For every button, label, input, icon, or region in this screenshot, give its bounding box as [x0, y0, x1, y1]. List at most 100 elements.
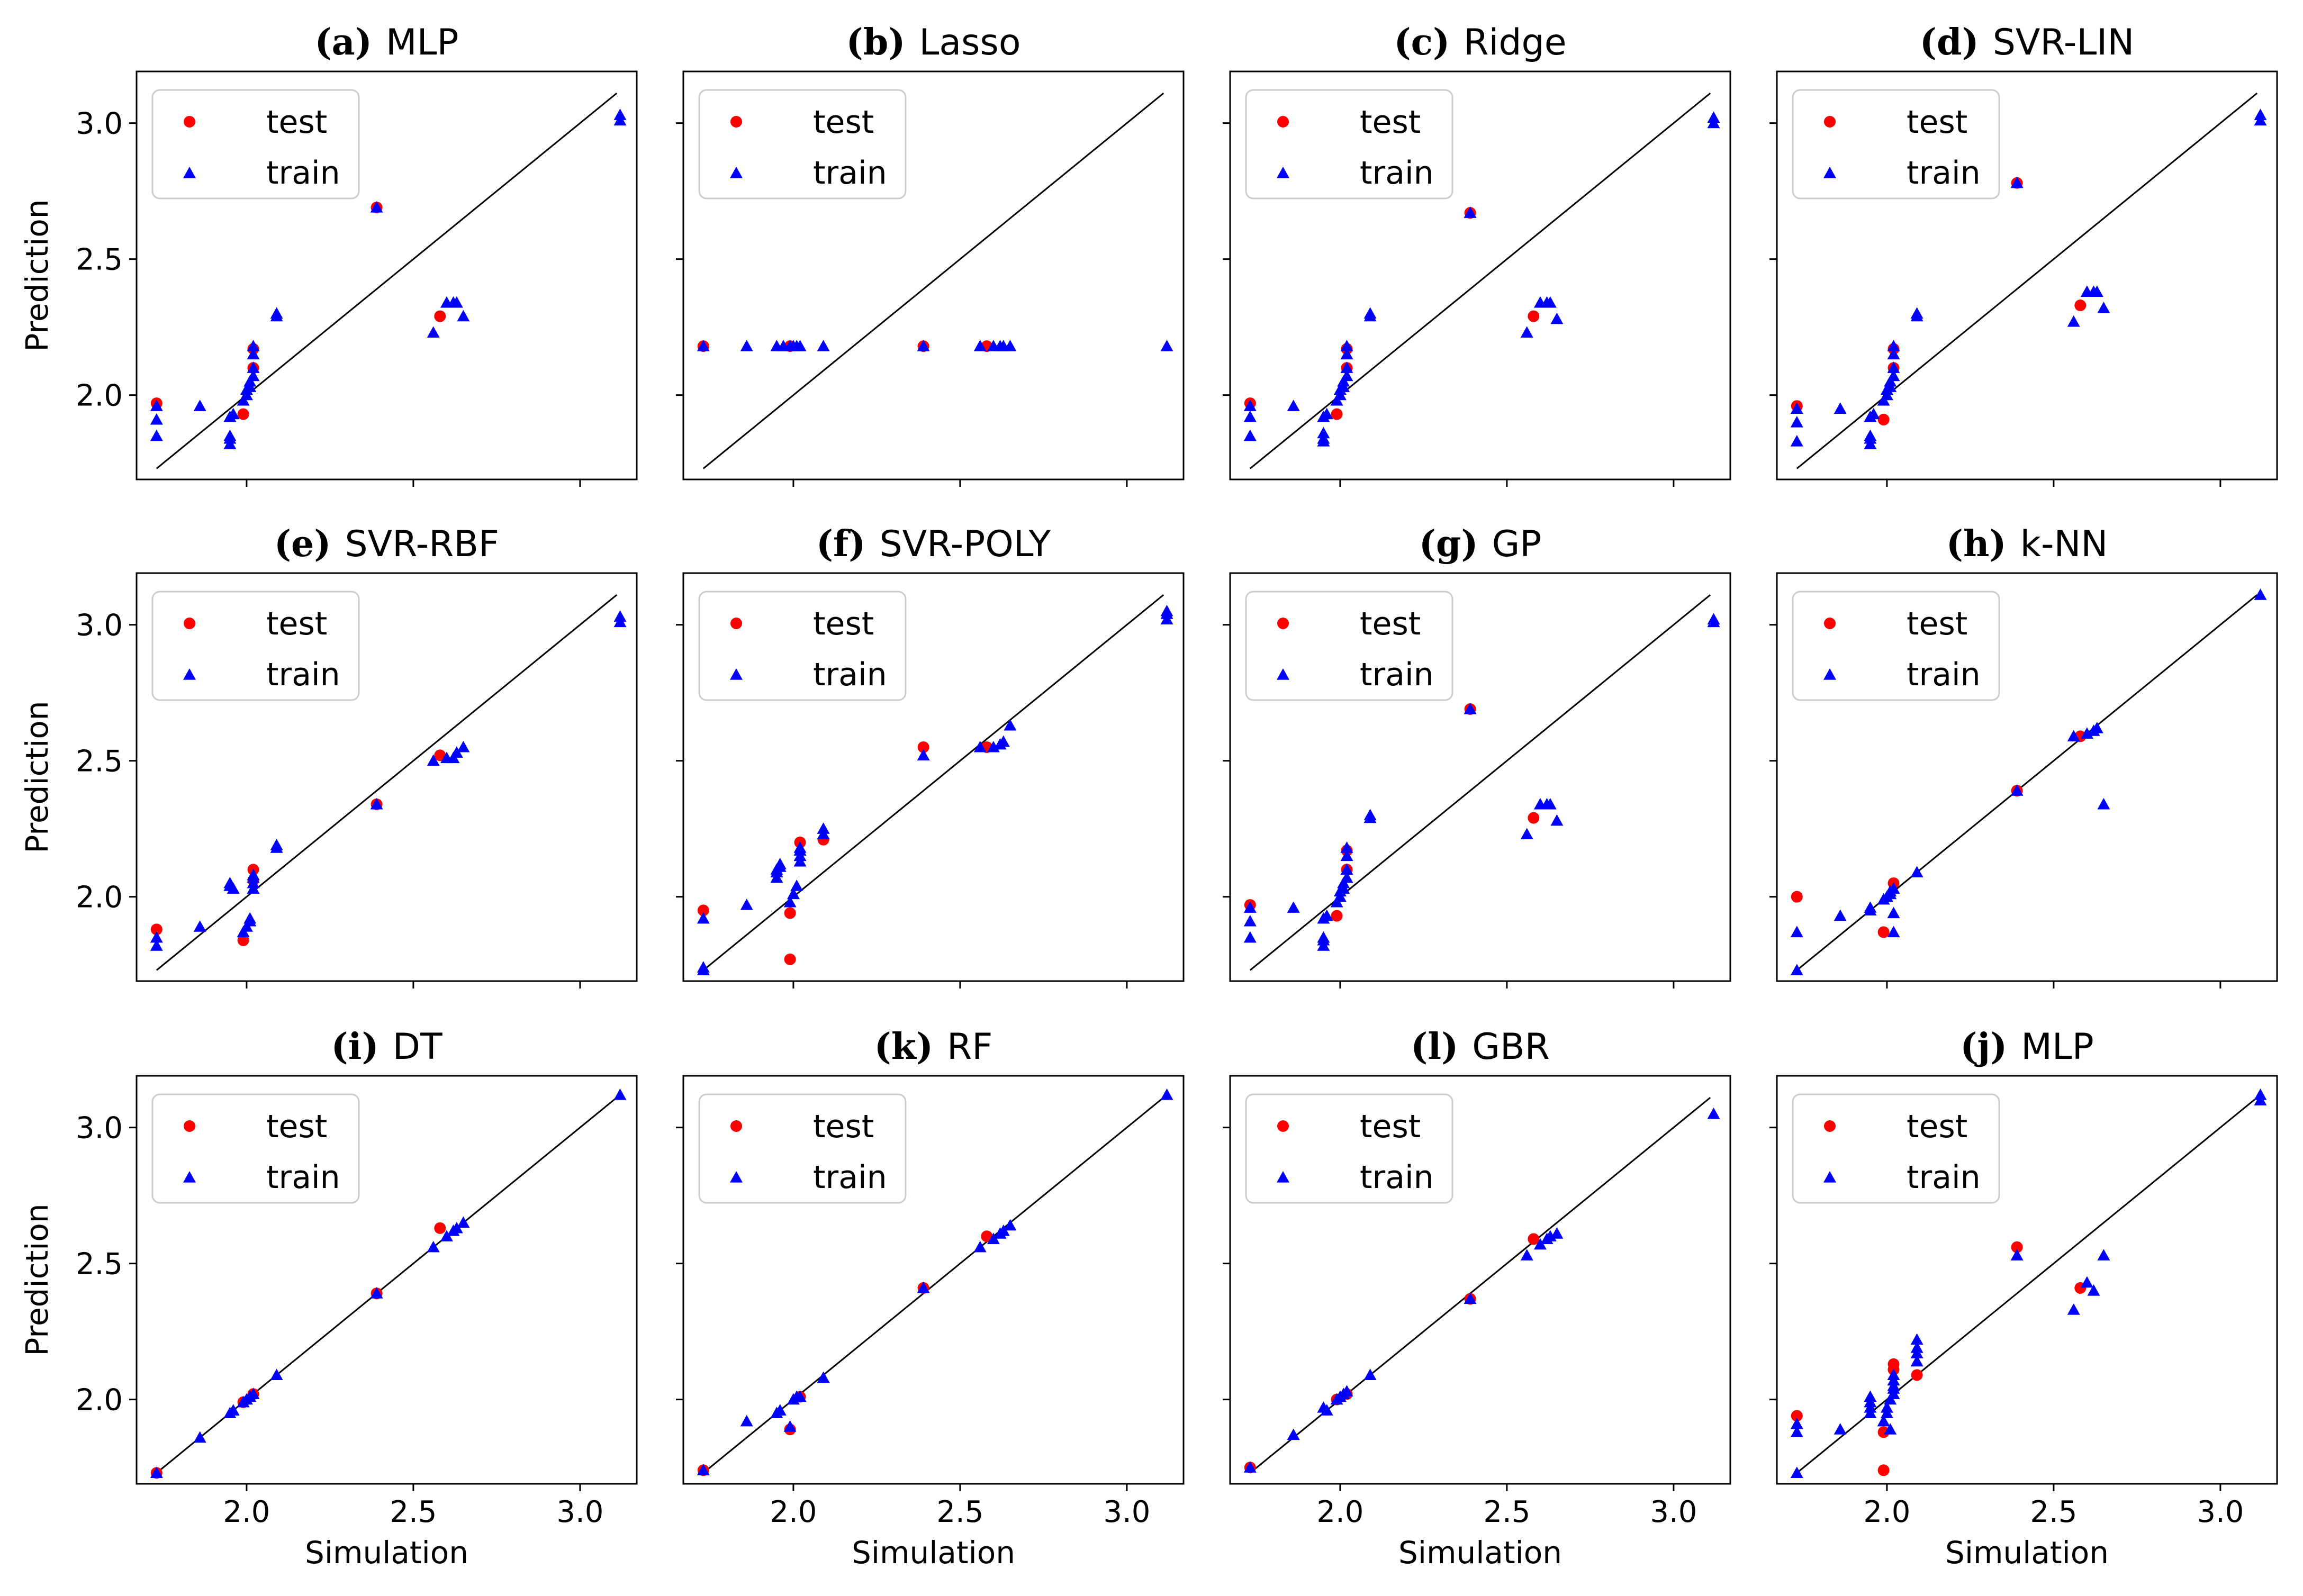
train-point — [1520, 326, 1533, 338]
train-point — [740, 1414, 753, 1427]
panel-title: (h) k-NN — [1946, 523, 2108, 565]
x-tick-label: 3.0 — [1103, 1495, 1150, 1529]
train-point — [773, 1404, 787, 1416]
legend: test train — [1792, 1093, 2000, 1204]
train-point — [997, 1224, 1010, 1236]
legend-train-marker — [183, 1171, 196, 1183]
x-tick-label: 3.0 — [556, 1495, 603, 1529]
axes-frame — [136, 572, 638, 982]
train-point — [1880, 1401, 1893, 1413]
y-tick-label: 2.0 — [76, 1383, 123, 1418]
train-point — [247, 868, 260, 881]
train-point — [1320, 1404, 1333, 1416]
legend-box — [151, 1093, 360, 1204]
train-point — [997, 735, 1010, 747]
legend-train-label: train — [266, 1159, 340, 1196]
train-point — [1790, 926, 1803, 938]
axes-frame — [1776, 70, 2278, 480]
x-tick-label: 2.0 — [770, 1495, 817, 1529]
legend-test-marker — [1824, 116, 1836, 128]
train-point — [150, 939, 163, 951]
train-point — [1340, 1385, 1353, 1396]
panel-3: (c) Ridge test train — [1223, 21, 1731, 487]
train-point — [740, 340, 753, 351]
legend: test train — [1792, 89, 2000, 200]
test-point — [784, 953, 796, 965]
train-point — [1834, 909, 1847, 921]
test-point — [1877, 413, 1890, 425]
x-tick-label: 2.0 — [223, 1495, 270, 1529]
test-point — [434, 1222, 446, 1234]
test-point — [434, 749, 446, 761]
train-point — [2254, 108, 2267, 120]
legend: test train — [1245, 591, 1453, 701]
train-point — [1550, 1227, 1564, 1239]
train-point — [613, 108, 627, 120]
train-point — [1864, 901, 1877, 913]
train-point — [2097, 797, 2110, 810]
train-point — [2080, 1276, 2093, 1288]
train-point — [2067, 730, 2080, 741]
train-point — [613, 610, 627, 622]
axes-frame — [682, 1075, 1185, 1485]
test-point — [2011, 1241, 2023, 1253]
panel-title: (k) RF — [874, 1026, 993, 1068]
test-point — [150, 923, 162, 936]
train-point — [1243, 429, 1257, 441]
train-point — [793, 1390, 807, 1402]
panel-title: (b) Lasso — [846, 21, 1021, 64]
panel-title: (f) SVR-POLY — [816, 523, 1051, 565]
y-axis-label: Prediction — [19, 701, 55, 853]
panel-title-letter: (l) — [1411, 1026, 1458, 1068]
test-point — [1791, 891, 1803, 903]
train-point — [1834, 1423, 1847, 1435]
panel-9: (i) DT 2.0 2.0 2.5 2.5 3.0 3.0 Prediction Simulat… — [19, 1026, 638, 1571]
data-points — [697, 604, 1173, 976]
train-point — [793, 841, 807, 853]
panel-title-letter: (i) — [331, 1026, 378, 1068]
panel-title-name: GBR — [1472, 1026, 1550, 1068]
identity-line — [1249, 594, 1711, 971]
train-point — [1340, 841, 1353, 853]
train-point — [1910, 1355, 1923, 1367]
legend-test-label: test — [266, 1108, 327, 1145]
train-point — [450, 296, 463, 308]
train-point — [1887, 340, 1900, 351]
train-point — [1243, 914, 1257, 927]
train-point — [2090, 285, 2103, 297]
panel-title: (a) MLP — [315, 21, 459, 64]
data-points — [697, 1088, 1173, 1476]
train-point — [2097, 1249, 2110, 1261]
panel-title-name: k-NN — [2020, 523, 2108, 565]
train-point — [450, 746, 463, 758]
train-point — [1707, 111, 1720, 123]
data-points — [697, 340, 1173, 352]
train-point — [793, 340, 807, 351]
train-point — [227, 407, 240, 420]
train-point — [1887, 1368, 1900, 1380]
panel-title: (j) MLP — [1960, 1026, 2094, 1068]
train-point — [1790, 1426, 1803, 1437]
train-point — [787, 887, 800, 900]
legend-train-marker — [1823, 167, 1836, 178]
train-point — [973, 1240, 987, 1253]
train-point — [1550, 312, 1564, 324]
train-point — [917, 1281, 930, 1293]
train-point — [1887, 369, 1900, 382]
legend-train-label: train — [813, 656, 887, 693]
panel-1: (a) MLP 2.0 2.5 3.0 Prediction test train — [19, 21, 638, 487]
train-point — [613, 1088, 627, 1100]
legend-test-label: test — [1360, 605, 1421, 642]
legend-train-marker — [183, 668, 196, 680]
train-point — [243, 912, 257, 924]
x-axis-label: Simulation — [305, 1535, 468, 1571]
legend-test-marker — [184, 116, 195, 128]
train-point — [1287, 1428, 1300, 1440]
legend-box — [698, 89, 907, 200]
panel-title-name: GP — [1492, 523, 1542, 565]
legend-test-marker — [1277, 116, 1289, 128]
legend: test train — [1792, 591, 2000, 701]
train-point — [1243, 410, 1257, 422]
identity-line — [156, 594, 618, 971]
train-point — [973, 740, 987, 752]
